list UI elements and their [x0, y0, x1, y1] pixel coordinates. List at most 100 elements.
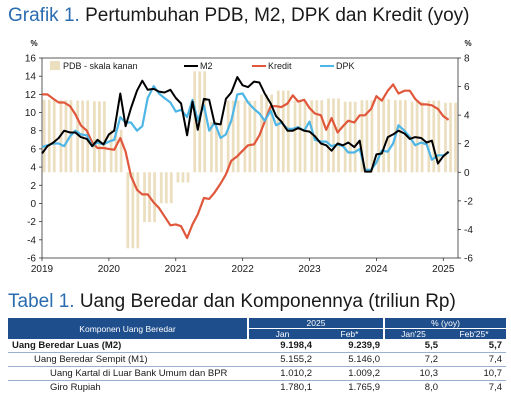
row-label: Uang Beredar Sempit (M1) [8, 352, 248, 367]
pdb-bar-stripe [103, 101, 106, 173]
pdb-bar-stripe [226, 100, 230, 173]
table-row: Uang Beredar Luas (M2) 9.198,4 9.239,9 5… [8, 339, 506, 353]
pdb-bar-stripe [47, 99, 51, 173]
series-line-m2 [41, 76, 450, 173]
x-tick-label: 2023 [298, 264, 321, 275]
row-feb: 1.765,9 [348, 382, 380, 393]
row-jan: 1.010,2 [248, 366, 316, 381]
pdb-bar-stripe [303, 100, 307, 173]
pdb-bar-stripe [186, 172, 190, 183]
pdb-bar [360, 100, 374, 173]
pdb-bar [126, 172, 140, 249]
pdb-bar [444, 102, 457, 173]
pdb-bar [327, 98, 340, 173]
pdb-bar-stripe [298, 100, 302, 173]
pdb-bar-stripe [243, 100, 247, 173]
pdb-bar-stripe [92, 101, 96, 173]
pdb-bar-stripe [410, 101, 414, 173]
money-supply-table: Komponen Uang Beredar 2025 % (yoy) Jan F… [8, 318, 506, 394]
legend-label-pdb: PDB - skala kanan [63, 61, 138, 71]
legend-label-kredit: Kredit [268, 61, 292, 71]
pdb-bar-stripe [126, 172, 130, 249]
right-tick-label: 6 [464, 82, 470, 93]
pdb-bar [159, 172, 173, 204]
pdb-bar-stripe [454, 102, 457, 173]
pdb-bar-stripe [231, 100, 235, 173]
pdb-bar-stripe [76, 100, 80, 173]
pdb-bar-stripe [203, 71, 207, 173]
pdb-bar-stripe [98, 101, 101, 173]
pdb-bar-stripe [119, 129, 123, 173]
pdb-bar-stripe [343, 101, 347, 173]
row-feb: 9.239,9 [316, 339, 384, 353]
left-tick-label: 10 [25, 108, 37, 119]
right-tick-label: -2 [464, 196, 473, 207]
pdb-bar-stripe [437, 100, 441, 173]
pdb-bar-stripe [449, 102, 452, 173]
table-row: Giro Rupiah 1.780,1 1.765,9 8,0 7,4 [8, 381, 506, 395]
row-feb25: 7,4 [488, 382, 502, 393]
table-row: Uang Kartal di Luar Bank Umum dan BPR 1.… [8, 366, 506, 381]
pdb-bar-stripe [276, 90, 280, 173]
pdb-bar [92, 101, 106, 173]
header-jan: Jan [247, 328, 316, 339]
pdb-bar-stripe [444, 102, 447, 173]
pdb-bar-stripe [398, 100, 402, 173]
pdb-bar-stripe [131, 172, 135, 249]
row-label: Uang Kartal di Luar Bank Umum dan BPR [8, 366, 248, 381]
header-jan25: Jan'25 [383, 328, 442, 339]
figure-title: Pertumbuhan PDB, M2, DPK dan Kredit (yoy… [85, 5, 470, 26]
pdb-bar [210, 122, 223, 173]
pdb-bar-stripe [253, 100, 257, 173]
pdb-bar-stripe [143, 172, 146, 223]
pdb-bar-stripe [248, 100, 252, 173]
left-tick-label: 14 [25, 72, 37, 83]
row-feb: 1.009,2 [316, 366, 384, 381]
pdb-bar-stripe [332, 98, 335, 173]
pdb-bar-stripe [403, 100, 407, 173]
row-feb25: 10,7 [442, 366, 506, 381]
left-tick-label: 0 [30, 199, 36, 210]
table-heading: Tabel 1. Uang Beredar dan Komponennya (t… [8, 291, 456, 313]
row-label: Uang Beredar Luas (M2) [8, 339, 248, 353]
pdb-bar-stripe [109, 129, 113, 173]
pdb-bar [293, 100, 307, 173]
pdb-bar-stripe [136, 172, 140, 249]
row-feb: 5.146,0 [316, 352, 384, 367]
right-tick-label: 8 [464, 54, 470, 65]
pdb-bar-stripe [169, 172, 173, 204]
pdb-bar [176, 172, 190, 183]
row-jan: 1.780,1 [280, 382, 312, 393]
row-jan25: 7,2 [384, 352, 442, 367]
pdb-bar-stripe [64, 100, 68, 173]
row-jan: 9.198,4 [248, 339, 316, 353]
left-tick-label: 2 [30, 181, 36, 192]
header-pct: % (yoy) [383, 318, 506, 329]
right-tick-label: 4 [464, 111, 470, 122]
pdb-bar-stripe [427, 100, 431, 173]
left-tick-label: 16 [25, 54, 37, 65]
pdb-bar-stripe [353, 101, 357, 173]
pdb-bar-stripe [42, 99, 46, 173]
pdb-bar-stripe [348, 101, 352, 173]
pdb-bar-stripe [315, 100, 319, 173]
pdb-bar-stripe [193, 71, 197, 173]
left-tick-label: 12 [25, 90, 37, 101]
pdb-bar-stripe [420, 101, 424, 173]
pdb-bar [42, 99, 56, 173]
row-label: Giro Rupiah [50, 382, 101, 393]
table-number: Tabel 1. [8, 291, 75, 312]
right-tick-label: -4 [464, 225, 473, 236]
pdb-bar [310, 100, 324, 173]
left-tick-label: 4 [30, 163, 36, 174]
legend-swatch-pdb [50, 61, 60, 70]
row-jan25: 10,3 [384, 366, 442, 381]
pdb-bar-stripe [382, 99, 386, 173]
right-axis-unit: % [464, 39, 471, 48]
pdb-bar-stripe [365, 100, 369, 173]
row-feb25: 5,7 [442, 339, 506, 353]
right-tick-label: 2 [464, 139, 470, 150]
pdb-bar-stripe [114, 129, 118, 173]
pdb-bar-stripe [310, 100, 314, 173]
